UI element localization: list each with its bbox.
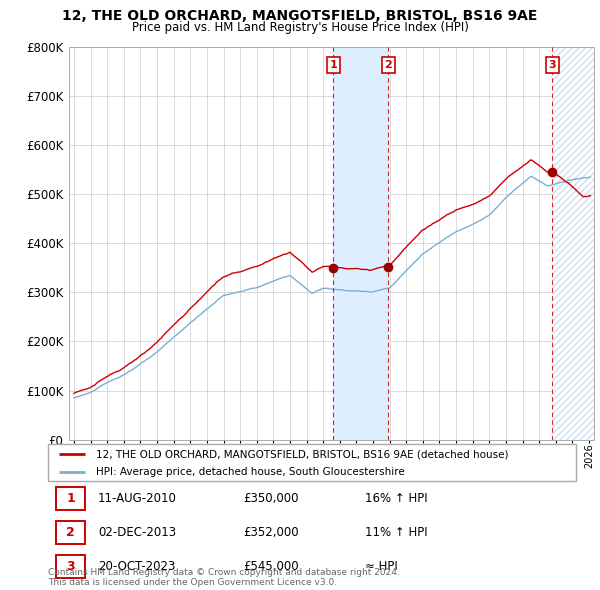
Text: 02-DEC-2013: 02-DEC-2013	[98, 526, 176, 539]
Text: 11-AUG-2010: 11-AUG-2010	[98, 492, 177, 505]
Text: £352,000: £352,000	[244, 526, 299, 539]
Text: 20-OCT-2023: 20-OCT-2023	[98, 560, 176, 573]
Text: ≈ HPI: ≈ HPI	[365, 560, 398, 573]
Bar	[333, 47, 388, 440]
Text: Contains HM Land Registry data © Crown copyright and database right 2024.
This d: Contains HM Land Registry data © Crown c…	[48, 568, 400, 587]
Text: Price paid vs. HM Land Registry's House Price Index (HPI): Price paid vs. HM Land Registry's House …	[131, 21, 469, 34]
Text: 12, THE OLD ORCHARD, MANGOTSFIELD, BRISTOL, BS16 9AE: 12, THE OLD ORCHARD, MANGOTSFIELD, BRIST…	[62, 9, 538, 23]
FancyBboxPatch shape	[56, 487, 85, 510]
Text: 2: 2	[385, 60, 392, 70]
Text: 1: 1	[329, 60, 337, 70]
Bar	[553, 47, 598, 440]
Text: 2: 2	[66, 526, 75, 539]
FancyBboxPatch shape	[56, 521, 85, 544]
FancyBboxPatch shape	[48, 444, 576, 481]
Text: HPI: Average price, detached house, South Gloucestershire: HPI: Average price, detached house, Sout…	[95, 467, 404, 477]
Text: 3: 3	[548, 60, 556, 70]
Bar	[553, 47, 598, 440]
FancyBboxPatch shape	[56, 555, 85, 578]
Text: £350,000: £350,000	[244, 492, 299, 505]
Text: 16% ↑ HPI: 16% ↑ HPI	[365, 492, 427, 505]
Text: 3: 3	[66, 560, 75, 573]
Text: 12, THE OLD ORCHARD, MANGOTSFIELD, BRISTOL, BS16 9AE (detached house): 12, THE OLD ORCHARD, MANGOTSFIELD, BRIST…	[95, 449, 508, 459]
Text: £545,000: £545,000	[244, 560, 299, 573]
Text: 11% ↑ HPI: 11% ↑ HPI	[365, 526, 427, 539]
Text: 1: 1	[66, 492, 75, 505]
